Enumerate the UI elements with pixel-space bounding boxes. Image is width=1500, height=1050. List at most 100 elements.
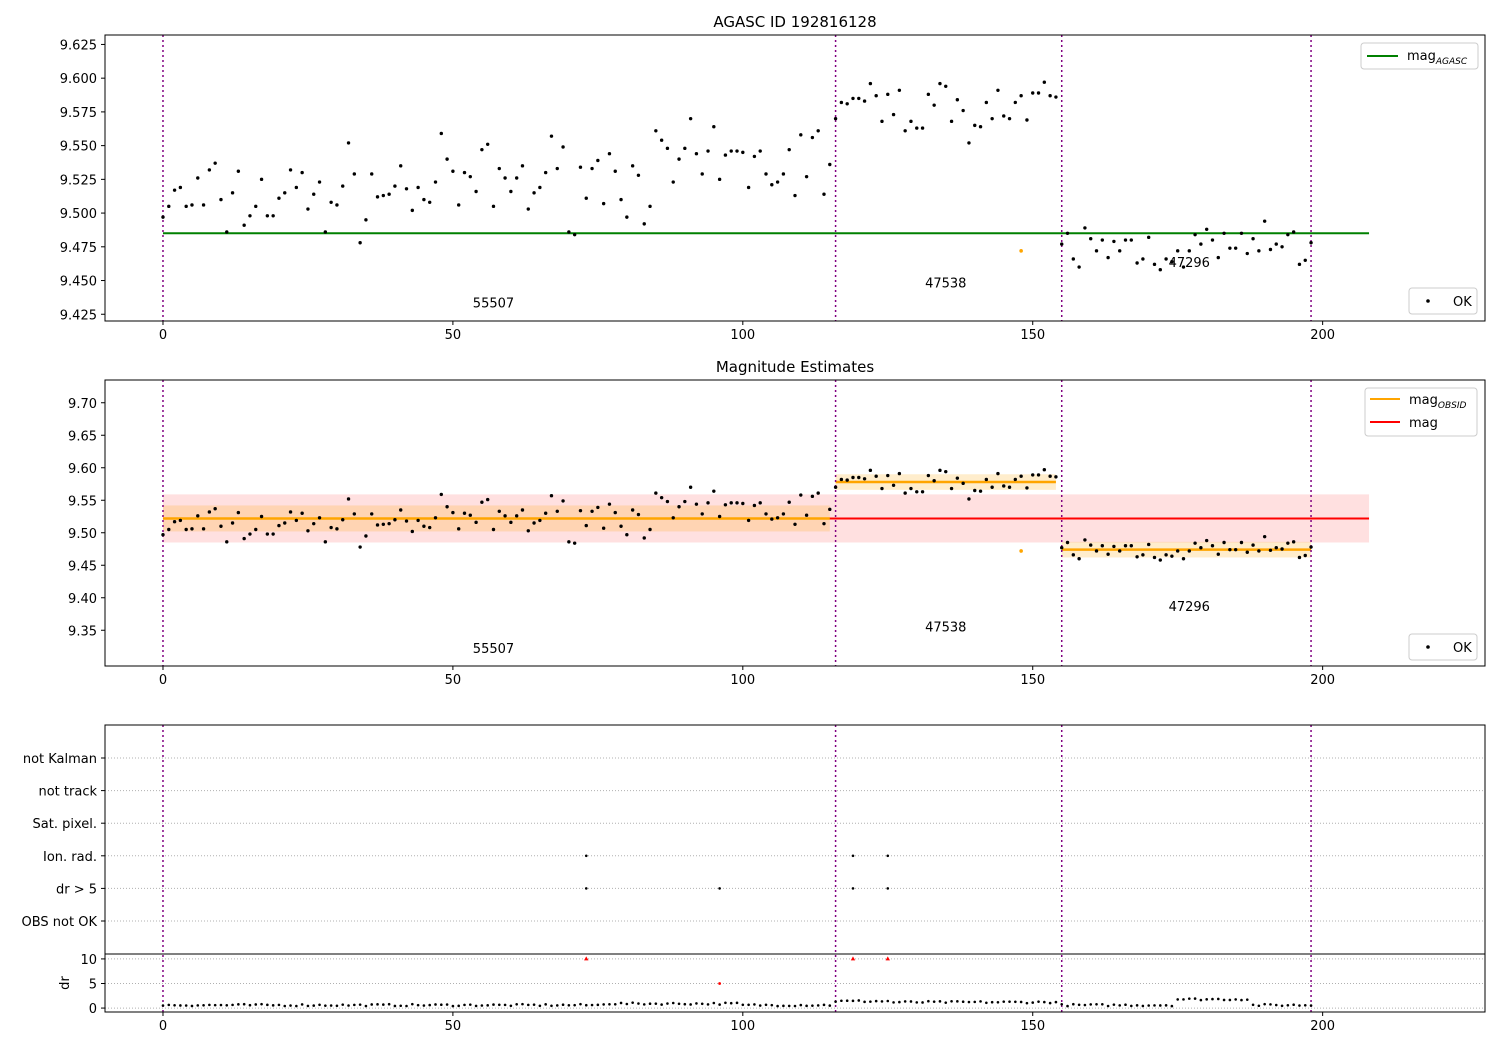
dr-data-point xyxy=(903,1000,907,1003)
panel-agasc-data-point xyxy=(306,207,310,211)
dr-data-point xyxy=(237,1003,240,1006)
panel-magnitude-data-point xyxy=(828,507,832,512)
flag-label: Sat. pixel. xyxy=(33,817,97,832)
dr-data-point xyxy=(393,1004,397,1008)
panel-agasc-data-point xyxy=(781,172,786,176)
panel-magnitude-data-point xyxy=(428,525,432,530)
dr-data-point xyxy=(1095,1002,1098,1006)
panel-agasc-data-point xyxy=(230,191,235,195)
flag-label: dr > 5 xyxy=(56,882,97,897)
dr-data-point xyxy=(1031,1001,1035,1004)
panel-agasc-data-point xyxy=(1100,238,1105,242)
panel-agasc-data-point xyxy=(514,176,519,180)
dr-data-point xyxy=(602,1003,605,1006)
panel-magnitude-ytick-label: 9.65 xyxy=(68,429,97,444)
panel-magnitude-data-point xyxy=(677,505,681,509)
panel-agasc-ytick-label: 9.425 xyxy=(60,308,97,323)
panel-magnitude-data-point xyxy=(445,505,449,509)
panel-magnitude-data-point xyxy=(485,497,490,502)
panel-magnitude-data-point xyxy=(706,501,710,505)
panel-agasc-data-point xyxy=(300,170,304,175)
panel-agasc-data-point xyxy=(225,230,229,234)
panel-agasc-data-point xyxy=(1002,114,1006,118)
dr-data-point xyxy=(1280,1004,1284,1008)
panel-agasc-data-point xyxy=(688,116,693,121)
panel-magnitude-outlier-point xyxy=(1019,549,1023,553)
dr-data-point xyxy=(202,1003,205,1007)
panel-agasc-data-point xyxy=(352,172,357,176)
panel-magnitude-data-point xyxy=(190,527,194,531)
panel-magnitude-data-point xyxy=(1309,545,1313,549)
dr-data-point xyxy=(695,1002,698,1005)
dr-data-point xyxy=(295,1004,298,1008)
panel-agasc-data-point xyxy=(630,164,635,168)
panel-magnitude-data-point xyxy=(1274,546,1278,550)
panel-magnitude-data-point xyxy=(306,529,310,533)
panel-agasc-data-point xyxy=(810,135,815,140)
dr-data-point xyxy=(515,1002,518,1006)
panel-magnitude-data-point xyxy=(433,516,438,520)
panel-magnitude-data-point xyxy=(259,514,264,519)
panel-agasc-data-point xyxy=(509,189,513,194)
panel-magnitude-data-point xyxy=(996,471,1000,476)
panel-agasc-data-point xyxy=(787,147,791,152)
dr-data-point xyxy=(793,1004,797,1008)
dr-data-point xyxy=(1234,998,1237,1001)
panel-magnitude-data-point xyxy=(700,512,704,516)
dr-data-point xyxy=(521,1002,524,1006)
panel-magnitude-data-point xyxy=(764,512,768,516)
panel-agasc-data-point xyxy=(1204,227,1209,231)
panel-magnitude-data-point xyxy=(973,488,977,493)
panel-agasc-data-point xyxy=(213,161,217,165)
dr-data-point xyxy=(990,1000,994,1004)
panel-agasc-xtick-label: 200 xyxy=(1310,328,1335,343)
panel-agasc-data-point xyxy=(938,81,942,86)
panel-agasc-data-point xyxy=(277,196,281,200)
panel-agasc-data-point xyxy=(462,170,467,175)
panel-agasc-data-point xyxy=(636,173,641,178)
panel-magnitude-data-point xyxy=(1129,544,1134,548)
dr-data-point xyxy=(335,1004,339,1008)
dr-data-point xyxy=(440,1003,443,1007)
panel-magnitude-data-point xyxy=(439,492,444,497)
flag-label: OBS not OK xyxy=(22,915,98,930)
panel-magnitude-data-point xyxy=(1204,538,1209,543)
panel-magnitude-data-point xyxy=(497,509,501,513)
dr-data-point xyxy=(231,1003,234,1007)
panel-agasc-data-point xyxy=(474,189,478,194)
panel-agasc-data-point xyxy=(161,215,165,219)
dr-data-point xyxy=(445,1003,449,1006)
panel-magnitude-data-point xyxy=(1071,553,1076,557)
panel-agasc-data-point xyxy=(665,146,670,151)
panel-agasc-data-point xyxy=(207,168,212,172)
panel-agasc-data-point xyxy=(439,131,444,136)
panel-magnitude-data-point xyxy=(1199,546,1203,550)
panel-agasc-data-point xyxy=(584,196,588,200)
panel-agasc-data-point xyxy=(1048,94,1052,98)
panel-flags: not Kalman not track Sat. pixel. Ion. rad. d… xyxy=(22,724,1486,1034)
panel-magnitude-data-point xyxy=(352,512,357,516)
panel-magnitude-data-point xyxy=(474,520,478,525)
panel-magnitude-data-point xyxy=(619,524,623,528)
panel-agasc-data-point xyxy=(735,149,739,153)
dr-data-point xyxy=(811,1004,814,1007)
panel-agasc-data-point xyxy=(254,204,258,209)
dr-data-point xyxy=(927,999,930,1003)
panel-agasc-data-point xyxy=(1158,268,1162,272)
panel-agasc-data-point xyxy=(822,192,826,196)
dr-data-point xyxy=(497,1003,501,1007)
panel-agasc-frame xyxy=(104,34,1486,322)
panel-agasc-data-point xyxy=(590,166,594,171)
panel-agasc-data-point xyxy=(184,204,188,209)
panel-magnitude-data-point xyxy=(1268,548,1273,552)
panel-agasc-data-point xyxy=(1025,118,1029,122)
dr-data-point xyxy=(764,1003,768,1007)
panel-magnitude-data-point xyxy=(1065,540,1070,545)
panel-agasc-data-point xyxy=(485,142,490,146)
dr-data-point xyxy=(613,1002,617,1006)
panel-magnitude-data-point xyxy=(161,533,165,537)
panel-agasc-data-point xyxy=(532,191,536,195)
panel-agasc-data-point xyxy=(259,177,264,182)
panel-agasc-data-point xyxy=(973,123,977,128)
panel-agasc-data-point xyxy=(364,218,368,222)
